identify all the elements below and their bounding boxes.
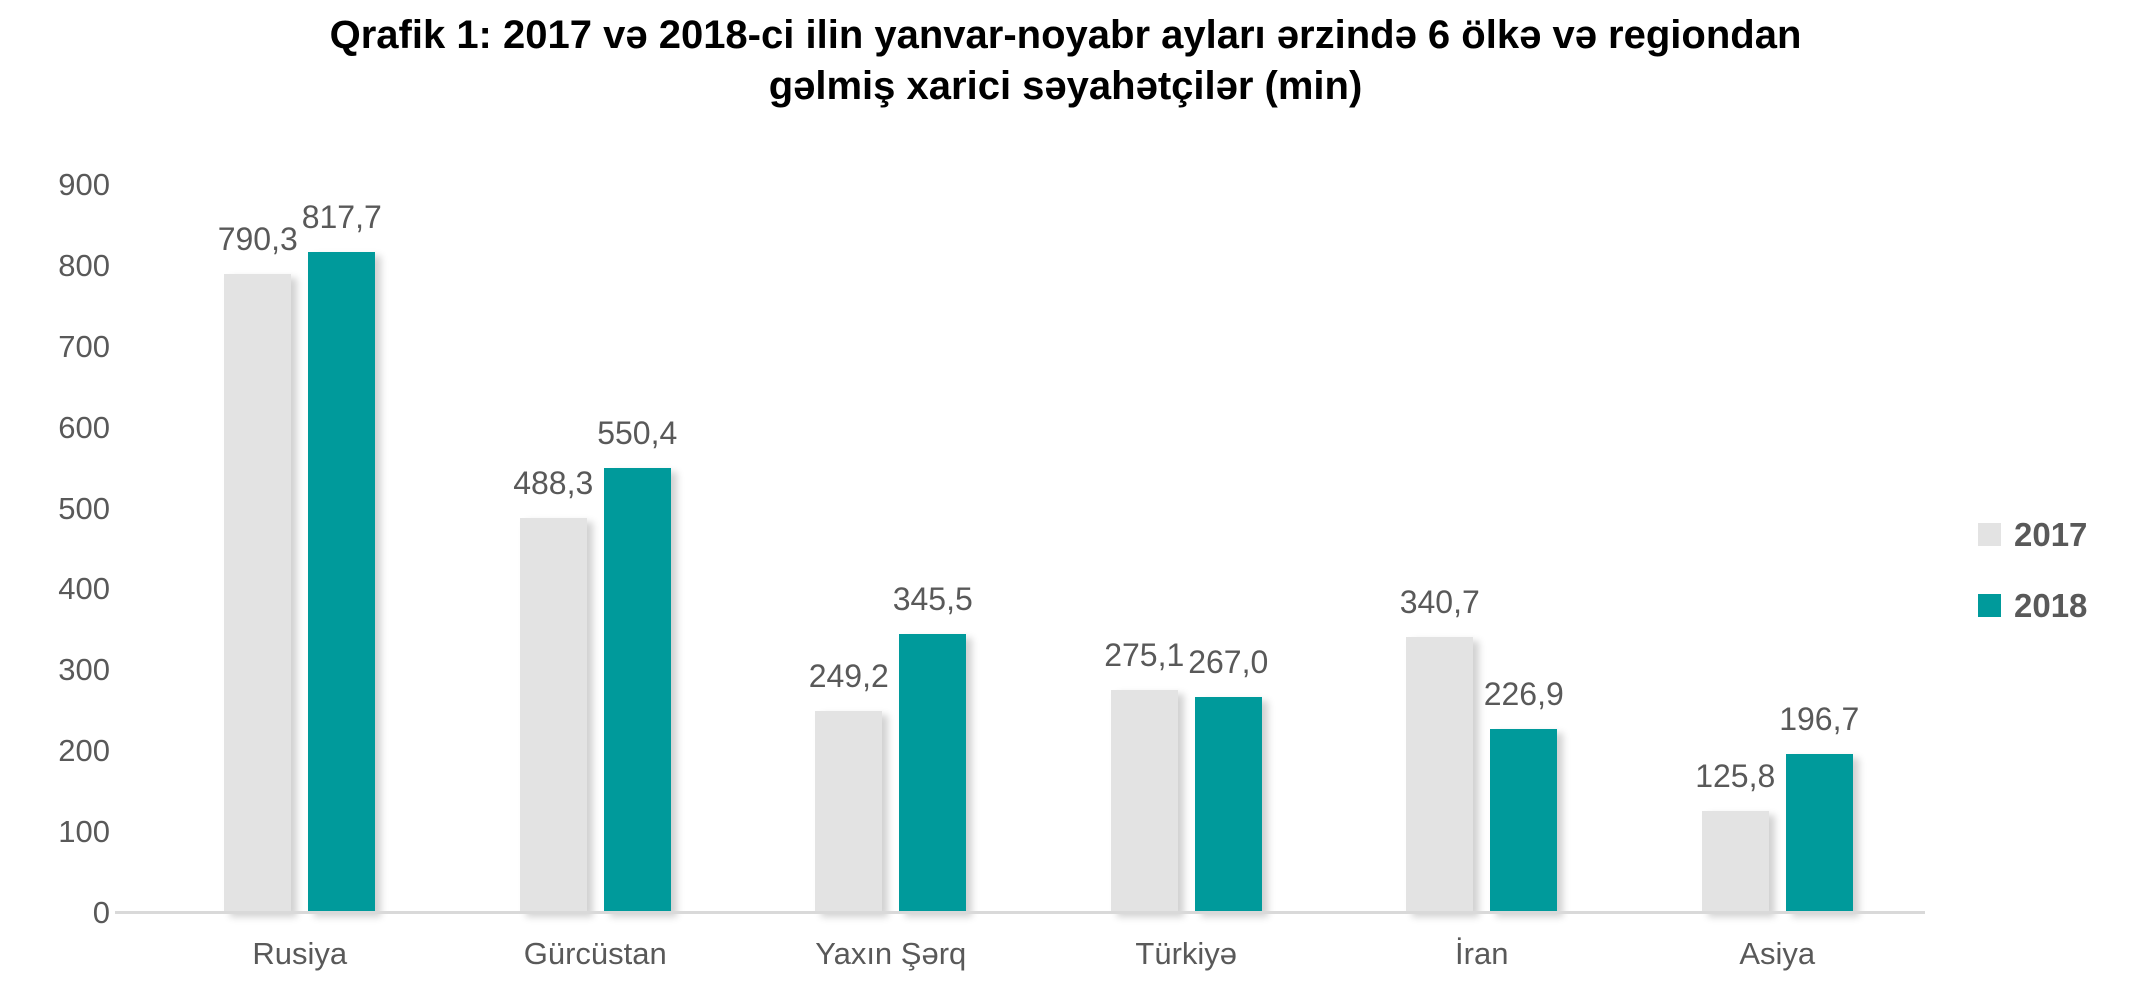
y-tick-label: 700 — [58, 328, 110, 364]
bar-2018-i̇ran: 226,9 — [1484, 676, 1564, 913]
bar-2018-türkiyə: 267,0 — [1188, 644, 1268, 913]
bar-value-label: 267,0 — [1188, 644, 1269, 681]
x-axis-line — [115, 911, 1925, 914]
category-label: Türkiyə — [1135, 936, 1238, 971]
bar-group: 790,3 817,7 — [152, 185, 448, 913]
legend-swatch-icon — [1978, 594, 2001, 617]
category-label: Yaxın Şərq — [815, 936, 967, 971]
category-axis: Rusiya Gürcüstan Yaxın Şərq Türkiyə İran Asiy… — [152, 936, 1925, 972]
bar-group: 125,8 196,7 — [1630, 185, 1926, 913]
y-tick-label: 300 — [58, 652, 110, 688]
legend-swatch-icon — [1978, 523, 2001, 546]
bar-value-label: 226,9 — [1483, 676, 1564, 713]
bar-value-label: 196,7 — [1779, 700, 1860, 737]
y-axis: 0 100 200 300 400 500 600 700 800 900 — [28, 169, 110, 929]
y-tick-label: 400 — [58, 571, 110, 607]
bar-value-label: 249,2 — [808, 658, 889, 695]
chart-title-line-2: gəlmiş xarici səyahətçilər (min) — [768, 64, 1363, 108]
category-label: Gürcüstan — [523, 936, 667, 971]
chart-title-line-1: Qrafik 1: 2017 və 2018-ci ilin yanvar-no… — [329, 13, 1802, 57]
bar-group: 488,3 550,4 — [448, 185, 744, 913]
bar-2017-yaxın-şərq: 249,2 — [809, 658, 889, 913]
bar-group: 249,2 345,5 — [743, 185, 1039, 913]
bar-2017-gürcüstan: 488,3 — [513, 465, 593, 913]
bar-2017-türkiyə: 275,1 — [1104, 637, 1184, 913]
legend-item-2018: 2018 — [1978, 589, 2087, 622]
bar-value-label: 275,1 — [1104, 637, 1185, 674]
bar-2017-asiya: 125,8 — [1695, 758, 1775, 913]
bar-value-label: 488,3 — [513, 465, 594, 502]
bar-value-label: 345,5 — [892, 580, 973, 617]
legend-label: 2018 — [2014, 587, 2088, 624]
y-tick-label: 900 — [58, 167, 110, 202]
y-tick-label: 0 — [92, 895, 110, 930]
y-tick-label: 600 — [58, 409, 110, 445]
bar-group: 275,1 267,0 — [1039, 185, 1335, 913]
legend-item-2017: 2017 — [1978, 518, 2087, 551]
bar-value-label: 125,8 — [1695, 758, 1776, 795]
bar-value-label: 340,7 — [1399, 584, 1480, 621]
bar-2018-asiya: 196,7 — [1779, 701, 1859, 913]
bar-group: 340,7 226,9 — [1334, 185, 1630, 913]
y-tick-label: 800 — [58, 247, 110, 283]
category-label: Asiya — [1739, 936, 1816, 971]
category-label: Rusiya — [252, 936, 348, 971]
bar-2018-gürcüstan: 550,4 — [597, 415, 677, 913]
chart-title: Qrafik 1: 2017 və 2018-ci ilin yanvar-no… — [0, 10, 2131, 112]
bar-2018-yaxın-şərq: 345,5 — [893, 581, 973, 913]
bar-2018-rusiya: 817,7 — [302, 199, 382, 913]
bar-2017-rusiya: 790,3 — [218, 221, 298, 913]
category-label: İran — [1455, 936, 1509, 971]
bar-value-label: 817,7 — [301, 198, 382, 235]
y-tick-label: 200 — [58, 733, 110, 769]
bar-value-label: 550,4 — [597, 414, 678, 451]
legend-label: 2017 — [2014, 516, 2088, 553]
y-tick-label: 100 — [58, 814, 110, 850]
bar-2017-i̇ran: 340,7 — [1400, 584, 1480, 913]
plot-area: 790,3 817,7 488,3 550,4 249,2 345,5 275,1 267,0… — [152, 185, 1925, 913]
legend: 2017 2018 — [1978, 518, 2087, 622]
y-tick-label: 500 — [58, 490, 110, 526]
bar-value-label: 790,3 — [217, 220, 298, 257]
